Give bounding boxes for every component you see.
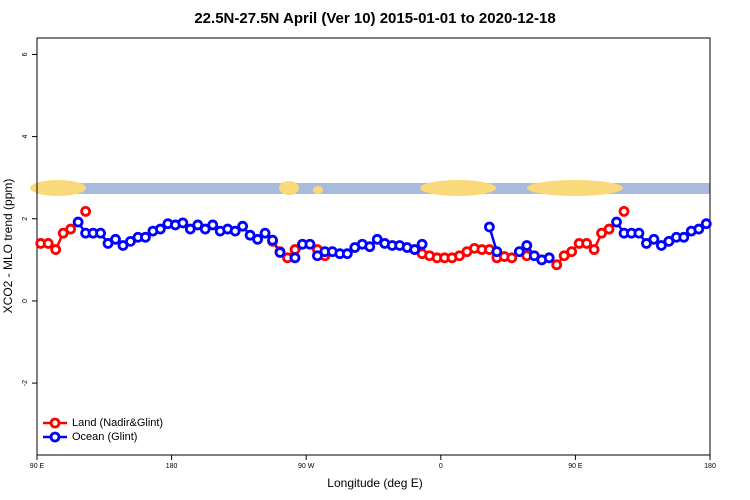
point	[566, 246, 578, 258]
point	[259, 227, 271, 239]
point	[416, 238, 428, 250]
point	[618, 205, 630, 217]
map-strip	[30, 180, 710, 196]
point	[341, 248, 353, 260]
point	[581, 238, 593, 249]
y-tick-label: 6	[22, 52, 29, 56]
y-tick-label: 2	[22, 217, 29, 221]
x-tick-label: 180	[166, 463, 178, 470]
point	[491, 246, 503, 258]
point	[140, 231, 151, 243]
point	[304, 238, 316, 250]
point	[110, 233, 121, 245]
point	[177, 217, 189, 229]
point	[633, 227, 645, 239]
point	[543, 252, 555, 264]
legend-marker	[49, 417, 61, 429]
point	[364, 241, 376, 253]
point	[267, 234, 278, 246]
y-tick-label: 4	[22, 135, 29, 139]
y-tick-label: -2	[22, 380, 29, 386]
point	[513, 246, 525, 258]
legend: Land (Nadir&Glint) Ocean (Glint)	[43, 417, 163, 443]
point	[80, 205, 92, 217]
y-axis-label: XCO2 - MLO trend (ppm)	[1, 179, 15, 314]
point	[693, 223, 705, 235]
point	[72, 216, 84, 228]
point	[95, 227, 106, 239]
x-tick-label: 0	[439, 463, 443, 470]
x-tick-label: 90 E	[30, 463, 45, 470]
point	[50, 244, 62, 255]
chart-title: 22.5N-27.5N April (Ver 10) 2015-01-01 to…	[194, 10, 555, 27]
x-tick-label: 180	[704, 463, 716, 470]
x-tick-label: 90 E	[568, 463, 583, 470]
point	[154, 223, 166, 235]
ocean-strip	[37, 183, 710, 194]
point	[506, 252, 518, 264]
land-shape	[30, 180, 86, 196]
point	[65, 223, 77, 235]
point	[603, 223, 615, 235]
point	[484, 221, 495, 233]
point	[700, 218, 712, 230]
legend-marker	[49, 431, 61, 443]
point	[588, 244, 600, 255]
point	[521, 240, 533, 251]
point	[409, 244, 421, 255]
land-shape	[313, 186, 323, 194]
point	[42, 238, 54, 249]
point	[237, 220, 249, 232]
legend-label: Land (Nadir&Glint)	[72, 417, 163, 429]
y-tick-label: 0	[22, 299, 29, 303]
point	[229, 225, 241, 237]
land-shape	[279, 181, 299, 195]
x-tick-label: 90 W	[298, 463, 315, 470]
point	[551, 259, 563, 271]
point	[611, 216, 622, 228]
land-shape	[420, 180, 496, 196]
point	[274, 247, 286, 258]
point	[678, 231, 690, 243]
point	[648, 233, 660, 245]
point	[252, 233, 263, 245]
x-axis-label: Longitude (deg E)	[327, 476, 422, 490]
legend-label: Ocean (Glint)	[72, 431, 137, 443]
land-shape	[527, 180, 623, 196]
point	[289, 252, 301, 264]
point	[207, 219, 219, 231]
